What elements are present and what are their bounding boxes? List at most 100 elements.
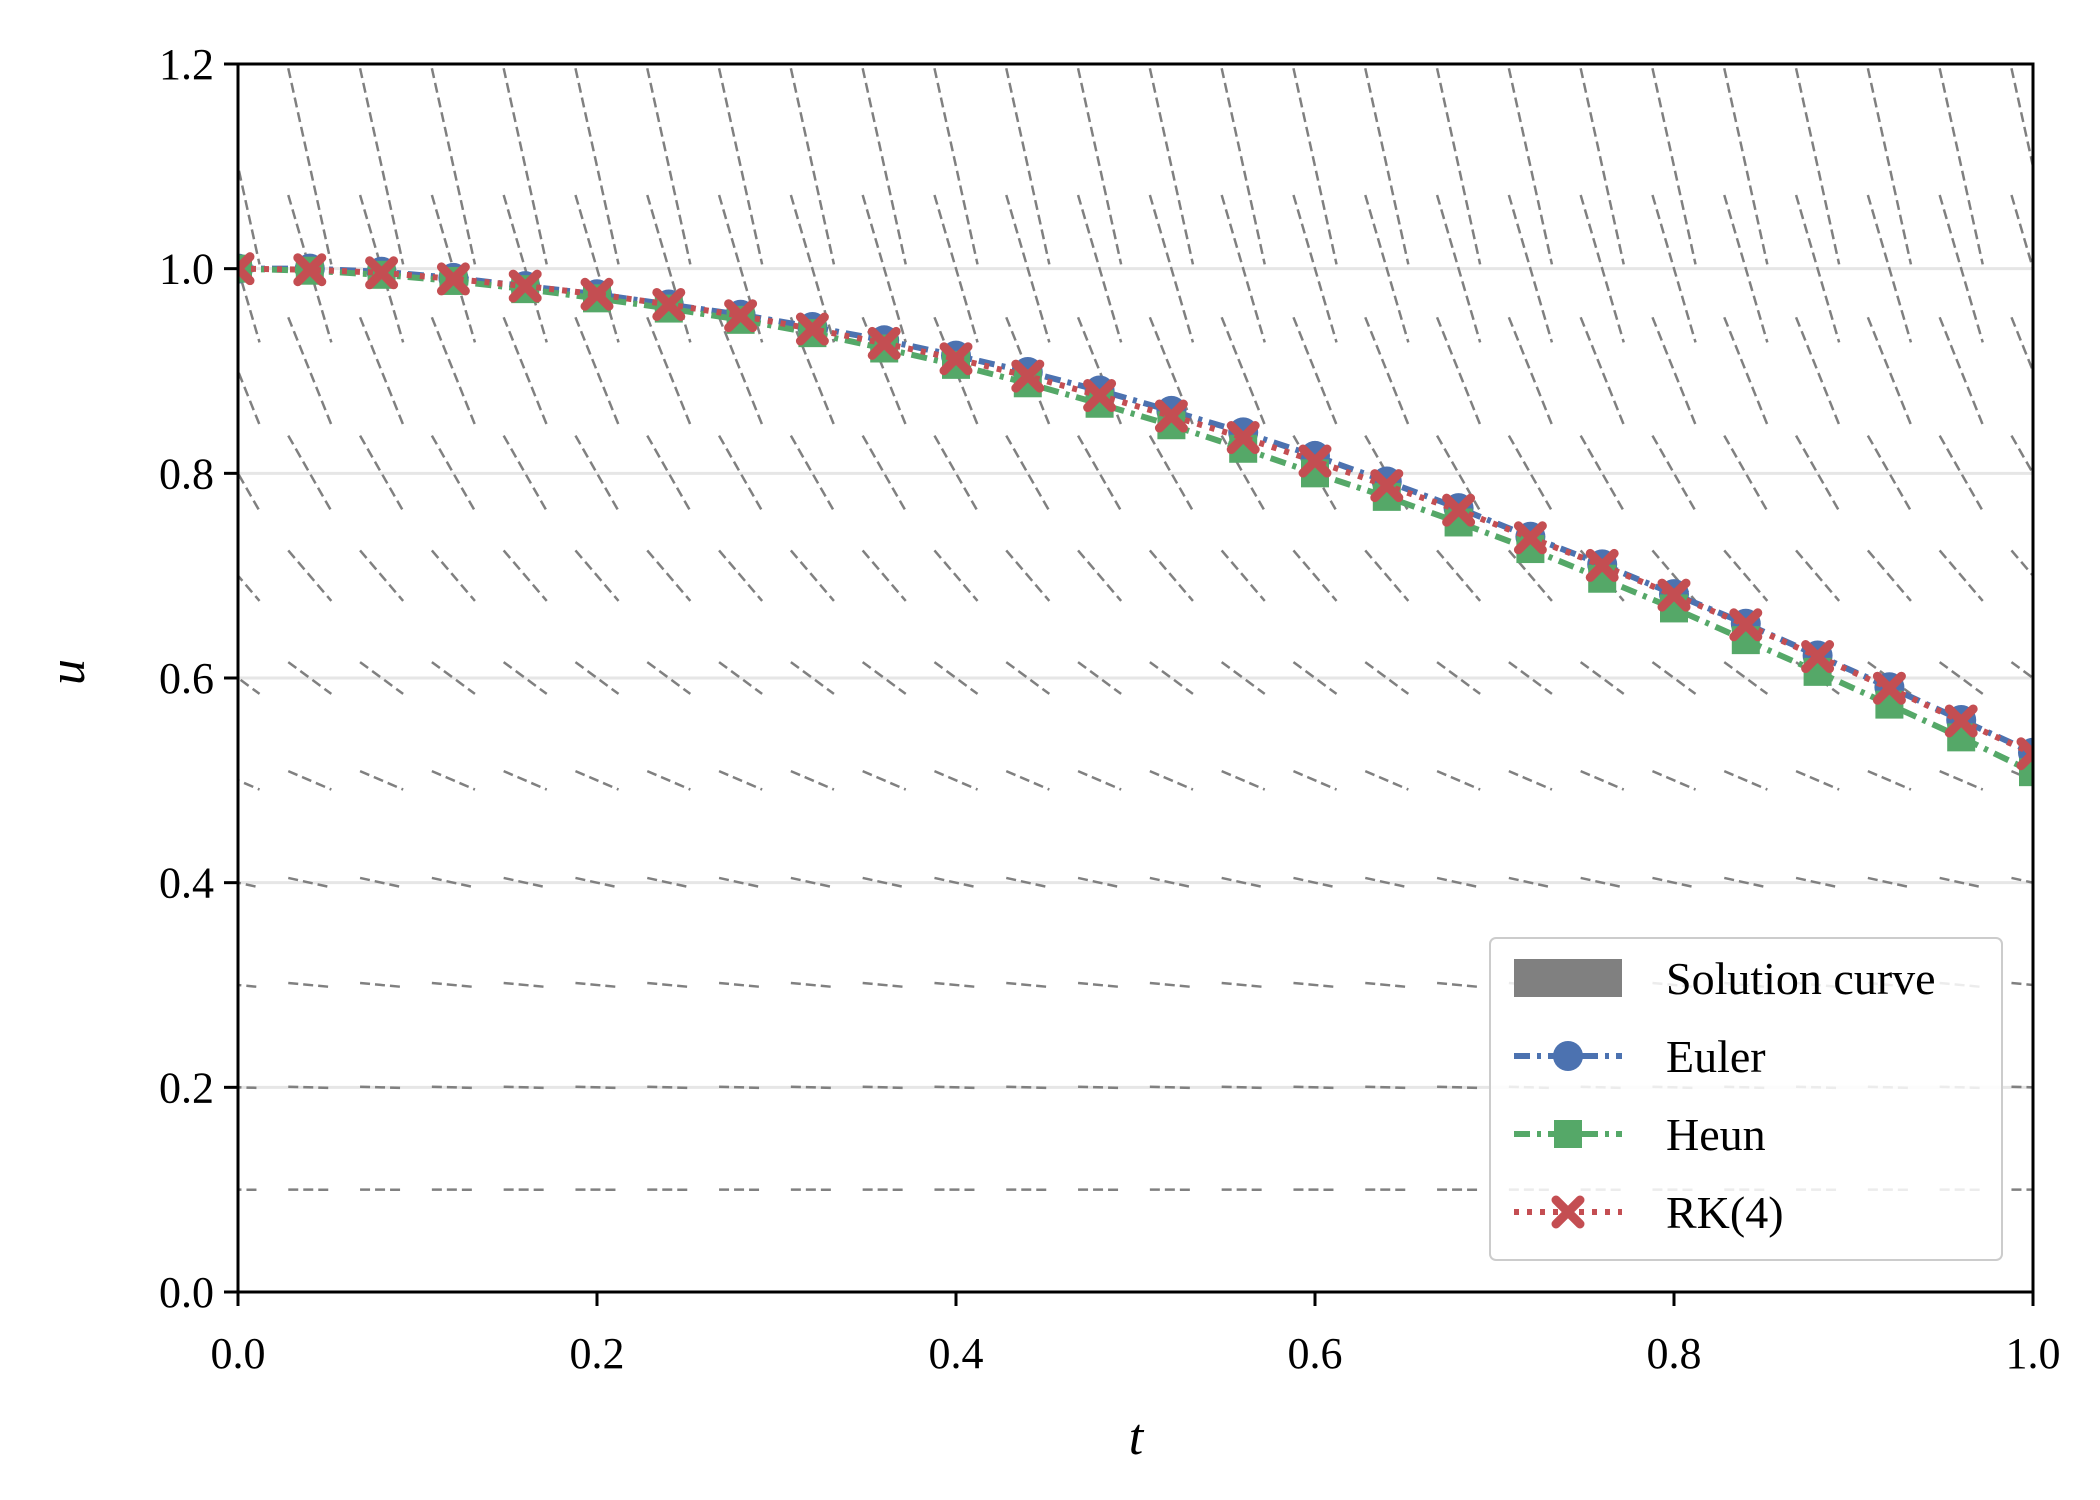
slope-segment bbox=[1220, 316, 1266, 426]
slope-segment bbox=[862, 1085, 906, 1090]
slope-segment bbox=[646, 661, 692, 695]
slope-segment bbox=[1723, 67, 1769, 265]
y-axis-label: u bbox=[39, 659, 96, 685]
slope-segment bbox=[1794, 194, 1841, 343]
slope-segment bbox=[1794, 67, 1841, 265]
slope-segment bbox=[1652, 876, 1696, 889]
y-tick-label: 0.0 bbox=[159, 1268, 214, 1317]
slope-segment bbox=[1436, 769, 1481, 791]
slope-segment bbox=[717, 67, 764, 265]
slope-segment bbox=[646, 549, 692, 602]
data-point bbox=[1513, 521, 1547, 555]
data-point bbox=[1370, 469, 1404, 503]
slope-segment bbox=[1866, 316, 1913, 426]
slope-segment bbox=[1507, 67, 1554, 265]
slope-segment bbox=[1005, 316, 1051, 426]
y-tick-label: 1.2 bbox=[159, 40, 214, 89]
legend-label: RK(4) bbox=[1666, 1187, 1784, 1238]
legend-label: Solution curve bbox=[1666, 953, 1936, 1004]
slope-segment bbox=[575, 981, 619, 989]
slope-segment bbox=[1436, 661, 1481, 695]
x-tick-label: 0.8 bbox=[1647, 1329, 1702, 1378]
slope-segment bbox=[718, 876, 763, 889]
data-point bbox=[365, 256, 399, 290]
slope-segment bbox=[717, 316, 764, 426]
slope-segment bbox=[574, 67, 620, 265]
slope-segment bbox=[2011, 1085, 2033, 1089]
slope-segment bbox=[1938, 316, 1984, 426]
slope-segment bbox=[1580, 769, 1625, 791]
slope-segment bbox=[1149, 1085, 1193, 1090]
slope-segment bbox=[359, 661, 404, 695]
slope-segment bbox=[430, 549, 476, 602]
slope-segment bbox=[287, 67, 333, 265]
slope-segment bbox=[1507, 549, 1553, 602]
data-point bbox=[1442, 493, 1476, 527]
slope-segment bbox=[1723, 661, 1769, 695]
slope-segment bbox=[1435, 194, 1482, 343]
legend-marker bbox=[1554, 1120, 1582, 1148]
y-tick-label: 0.4 bbox=[159, 859, 214, 908]
slope-segment bbox=[1651, 194, 1697, 343]
slope-segment bbox=[1148, 67, 1195, 265]
data-point bbox=[1729, 608, 1763, 642]
slope-segment bbox=[861, 661, 907, 695]
data-point bbox=[1154, 399, 1188, 433]
slope-segment bbox=[358, 67, 405, 265]
slope-segment bbox=[503, 769, 548, 791]
slope-segment bbox=[288, 981, 332, 989]
slope-segment bbox=[1221, 1085, 1265, 1090]
y-tick-label: 1.0 bbox=[159, 245, 214, 294]
slope-segment bbox=[2010, 67, 2033, 173]
slope-segment bbox=[1076, 194, 1123, 343]
slope-segment bbox=[1292, 194, 1338, 343]
slope-segment bbox=[1507, 194, 1554, 343]
slope-segment bbox=[1292, 769, 1338, 791]
slope-segment bbox=[1651, 67, 1697, 265]
slope-segment bbox=[1867, 661, 1912, 695]
slope-segment bbox=[359, 876, 404, 889]
slope-segment bbox=[862, 769, 907, 791]
data-point bbox=[1801, 640, 1835, 674]
slope-segment bbox=[718, 661, 763, 695]
data-point bbox=[293, 253, 327, 287]
slope-segment bbox=[1436, 549, 1482, 602]
slope-segment bbox=[1435, 67, 1482, 265]
legend-item: Solution curve bbox=[1514, 953, 1936, 1004]
slope-segment bbox=[1005, 769, 1050, 791]
slope-segment bbox=[1221, 769, 1266, 791]
slope-segment bbox=[1938, 661, 1984, 695]
slope-segment bbox=[933, 549, 979, 602]
slope-segment bbox=[1437, 1085, 1481, 1090]
slope-segment bbox=[574, 661, 620, 695]
slope-segment bbox=[1077, 981, 1122, 989]
slope-segment bbox=[2011, 876, 2033, 884]
x-tick-label: 0.0 bbox=[211, 1329, 266, 1378]
slope-segment bbox=[1939, 876, 1984, 889]
data-point bbox=[1083, 379, 1117, 413]
slope-segment bbox=[1148, 194, 1195, 343]
data-point bbox=[1585, 548, 1619, 582]
slope-segment bbox=[647, 981, 691, 989]
slope-segment bbox=[1651, 661, 1697, 695]
slope-segment bbox=[718, 981, 763, 989]
slope-segment bbox=[1293, 981, 1337, 989]
slope-segment bbox=[1723, 769, 1768, 791]
slope-segment bbox=[933, 769, 979, 791]
legend-marker bbox=[1553, 1041, 1583, 1071]
slope-segment bbox=[502, 316, 548, 426]
slope-segment bbox=[718, 549, 764, 602]
slope-segment bbox=[719, 1085, 763, 1090]
slope-segment bbox=[1365, 981, 1409, 989]
y-tick-label: 0.6 bbox=[159, 654, 214, 703]
slope-segment bbox=[1579, 661, 1625, 695]
slope-segment bbox=[934, 876, 978, 889]
data-point bbox=[436, 262, 470, 296]
slope-segment bbox=[1651, 549, 1697, 602]
slope-segment bbox=[1723, 316, 1769, 426]
slope-segment bbox=[431, 1085, 475, 1090]
slope-segment bbox=[431, 661, 476, 695]
slope-segment bbox=[646, 769, 691, 791]
slope-segment bbox=[1436, 876, 1481, 889]
slope-segment bbox=[1077, 661, 1122, 695]
